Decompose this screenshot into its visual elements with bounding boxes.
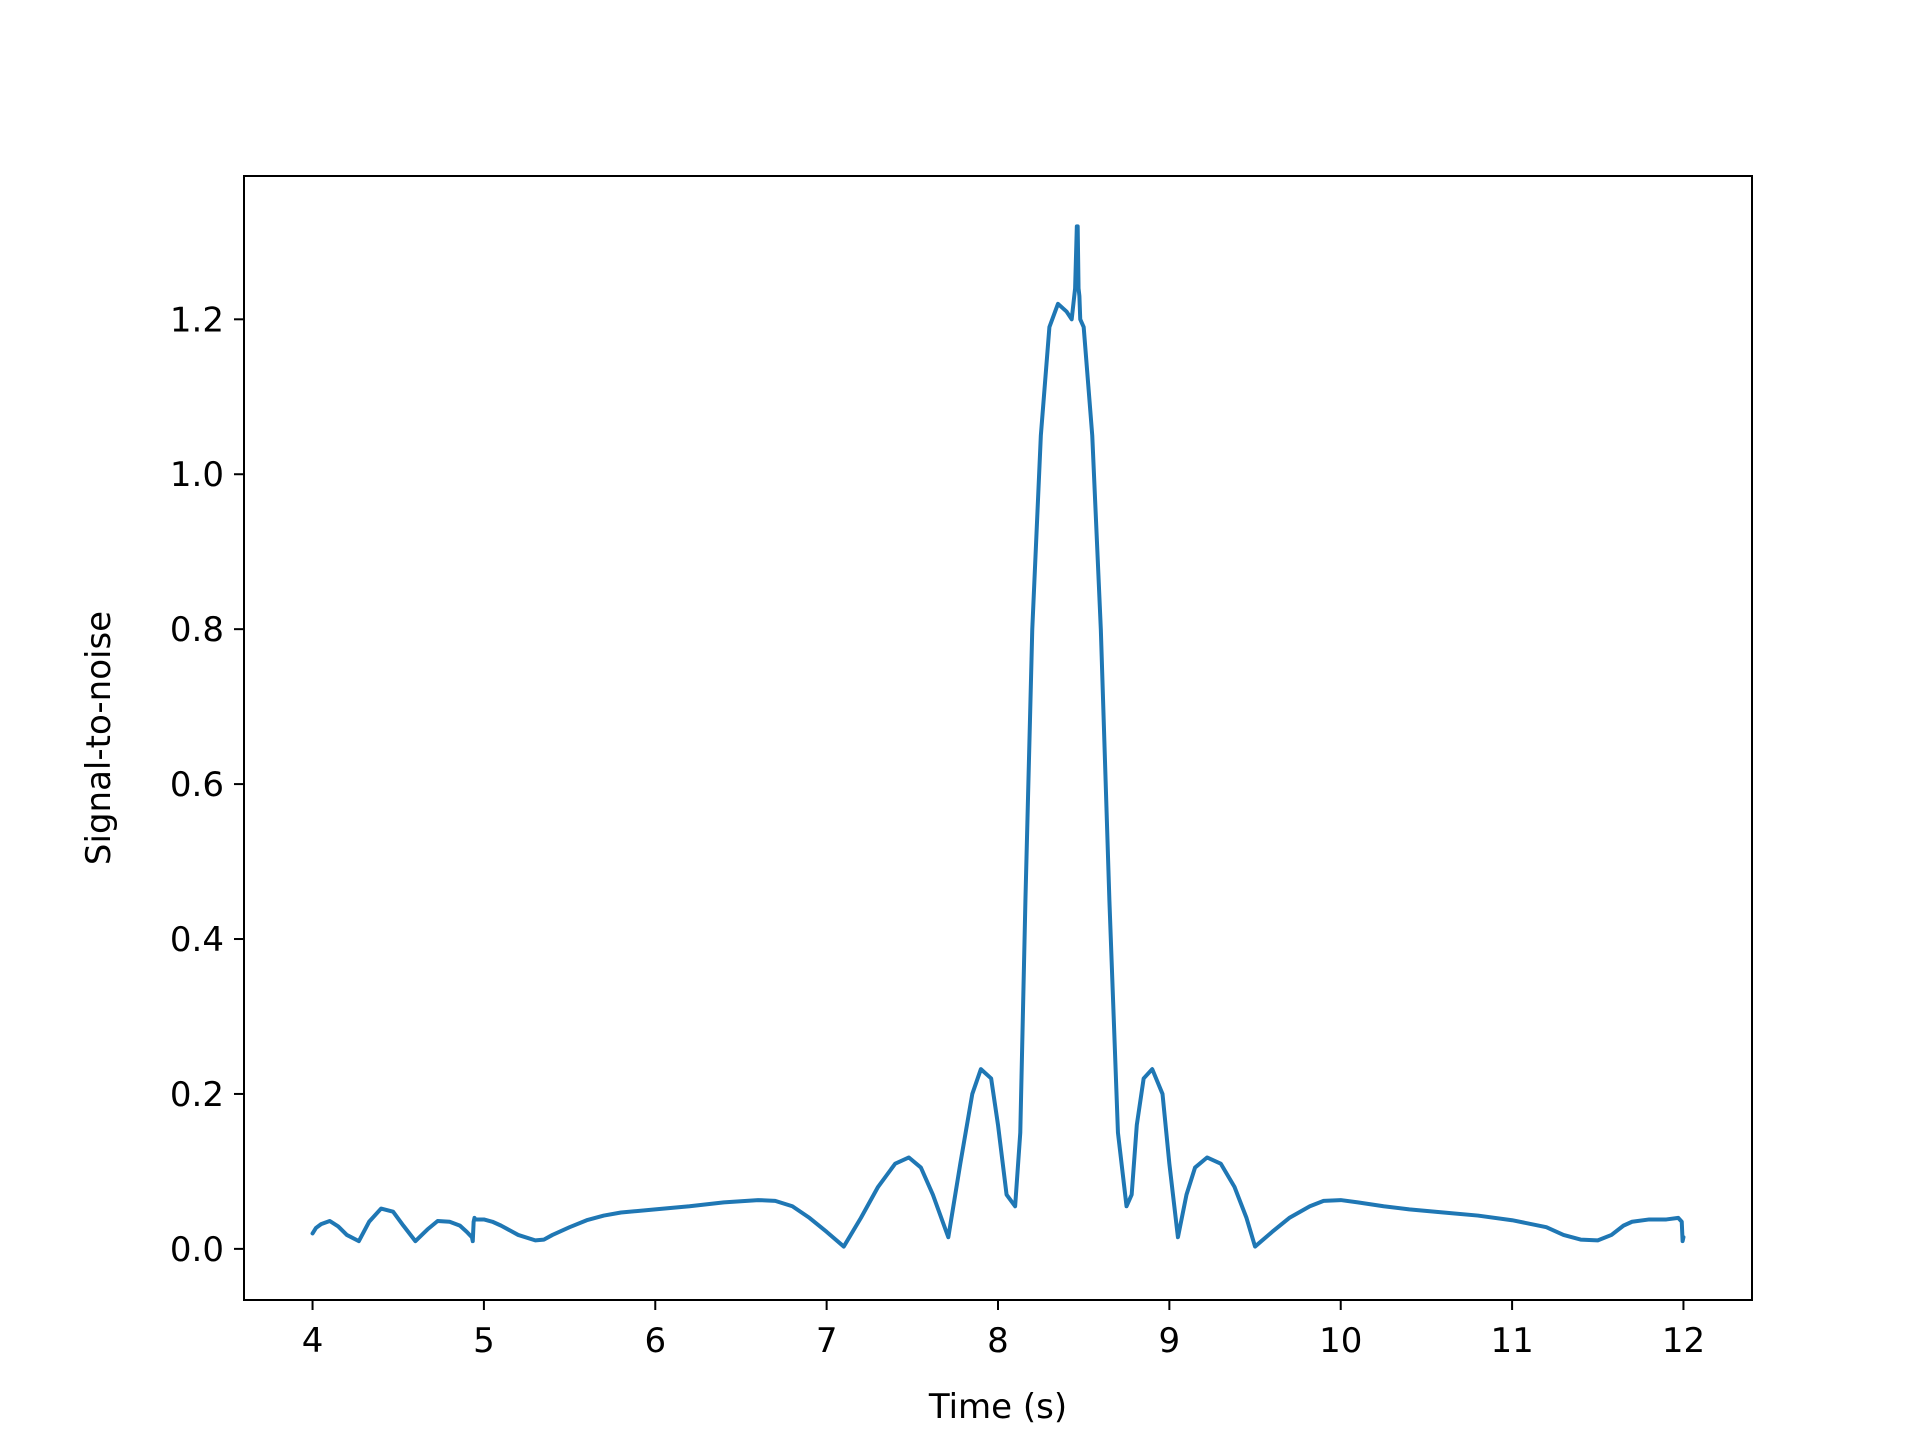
x-tick-label: 5 (473, 1321, 495, 1361)
x-tick-label: 12 (1662, 1321, 1705, 1361)
axes-frame (243, 175, 1753, 1301)
x-axis: 4 5 6 7 8 9 10 11 12 (302, 1300, 1705, 1361)
y-tick-label: 0.4 (170, 920, 224, 960)
plot-area (310, 224, 1686, 1249)
y-axis-label: Signal-to-noise (79, 611, 119, 865)
y-axis: 0.0 0.2 0.4 0.6 0.8 1.0 1.2 (170, 300, 244, 1270)
y-tick-label: 0.0 (170, 1230, 224, 1270)
y-tick-label: 0.8 (170, 610, 224, 650)
x-tick-label: 8 (987, 1321, 1009, 1361)
x-tick-label: 11 (1490, 1321, 1533, 1361)
y-tick-label: 1.2 (170, 300, 224, 340)
x-tick-label: 7 (816, 1321, 838, 1361)
y-tick-label: 0.2 (170, 1075, 224, 1115)
x-tick-label: 4 (302, 1321, 324, 1361)
y-tick-label: 1.0 (170, 455, 224, 495)
y-tick-label: 0.6 (170, 765, 224, 805)
series-line-0 (310, 224, 1686, 1249)
x-tick-label: 10 (1319, 1321, 1362, 1361)
x-tick-label: 9 (1159, 1321, 1181, 1361)
x-axis-label: Time (s) (928, 1387, 1067, 1427)
x-tick-label: 6 (644, 1321, 666, 1361)
